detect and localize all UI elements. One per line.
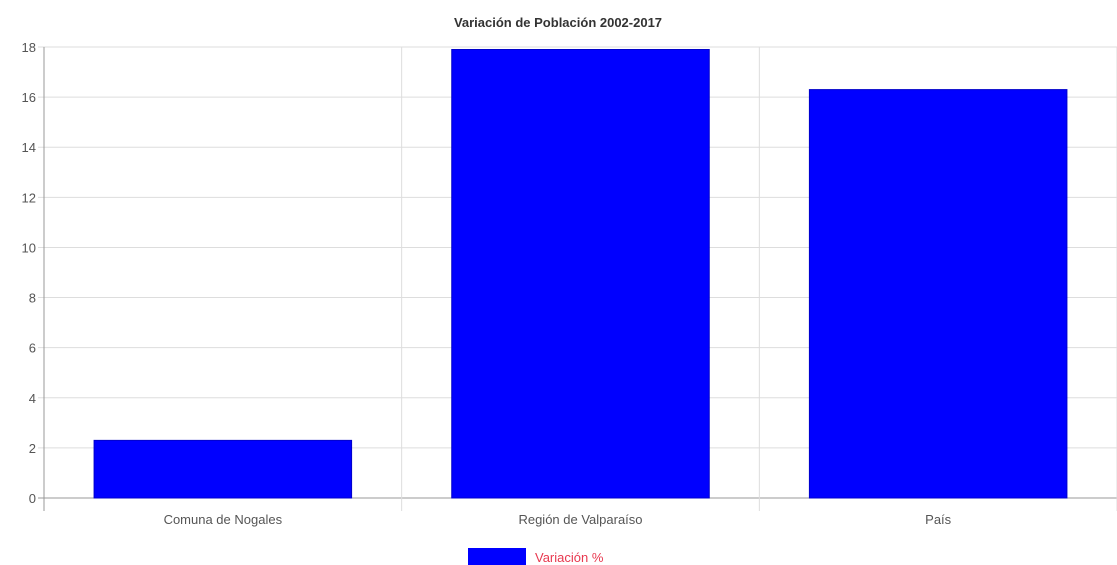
x-tick-label: Comuna de Nogales — [164, 512, 283, 527]
bar[interactable] — [808, 89, 1068, 499]
bar[interactable] — [451, 49, 710, 499]
x-tick-label: País — [925, 512, 952, 527]
y-tick-label: 0 — [29, 491, 36, 506]
y-tick-label: 10 — [22, 240, 36, 255]
y-tick-label: 6 — [29, 341, 36, 356]
x-tick-label: Región de Valparaíso — [518, 512, 642, 527]
y-tick-label: 4 — [29, 391, 36, 406]
bar[interactable] — [93, 439, 353, 499]
y-tick-label: 16 — [22, 90, 36, 105]
chart-title: Variación de Población 2002-2017 — [454, 15, 662, 30]
legend[interactable]: Variación % — [468, 548, 604, 565]
y-tick-label: 8 — [29, 291, 36, 306]
bars-layer — [93, 49, 1068, 499]
axes-layer: 0 2 4 6 8 10 12 14 16 18 Comuna de Nogales Región d… — [22, 40, 952, 527]
legend-label[interactable]: Variación % — [535, 550, 604, 565]
y-tick-label: 2 — [29, 441, 36, 456]
legend-swatch[interactable] — [468, 548, 526, 565]
y-tick-label: 18 — [22, 40, 36, 55]
y-tick-label: 14 — [22, 140, 36, 155]
y-tick-label: 12 — [22, 190, 36, 205]
